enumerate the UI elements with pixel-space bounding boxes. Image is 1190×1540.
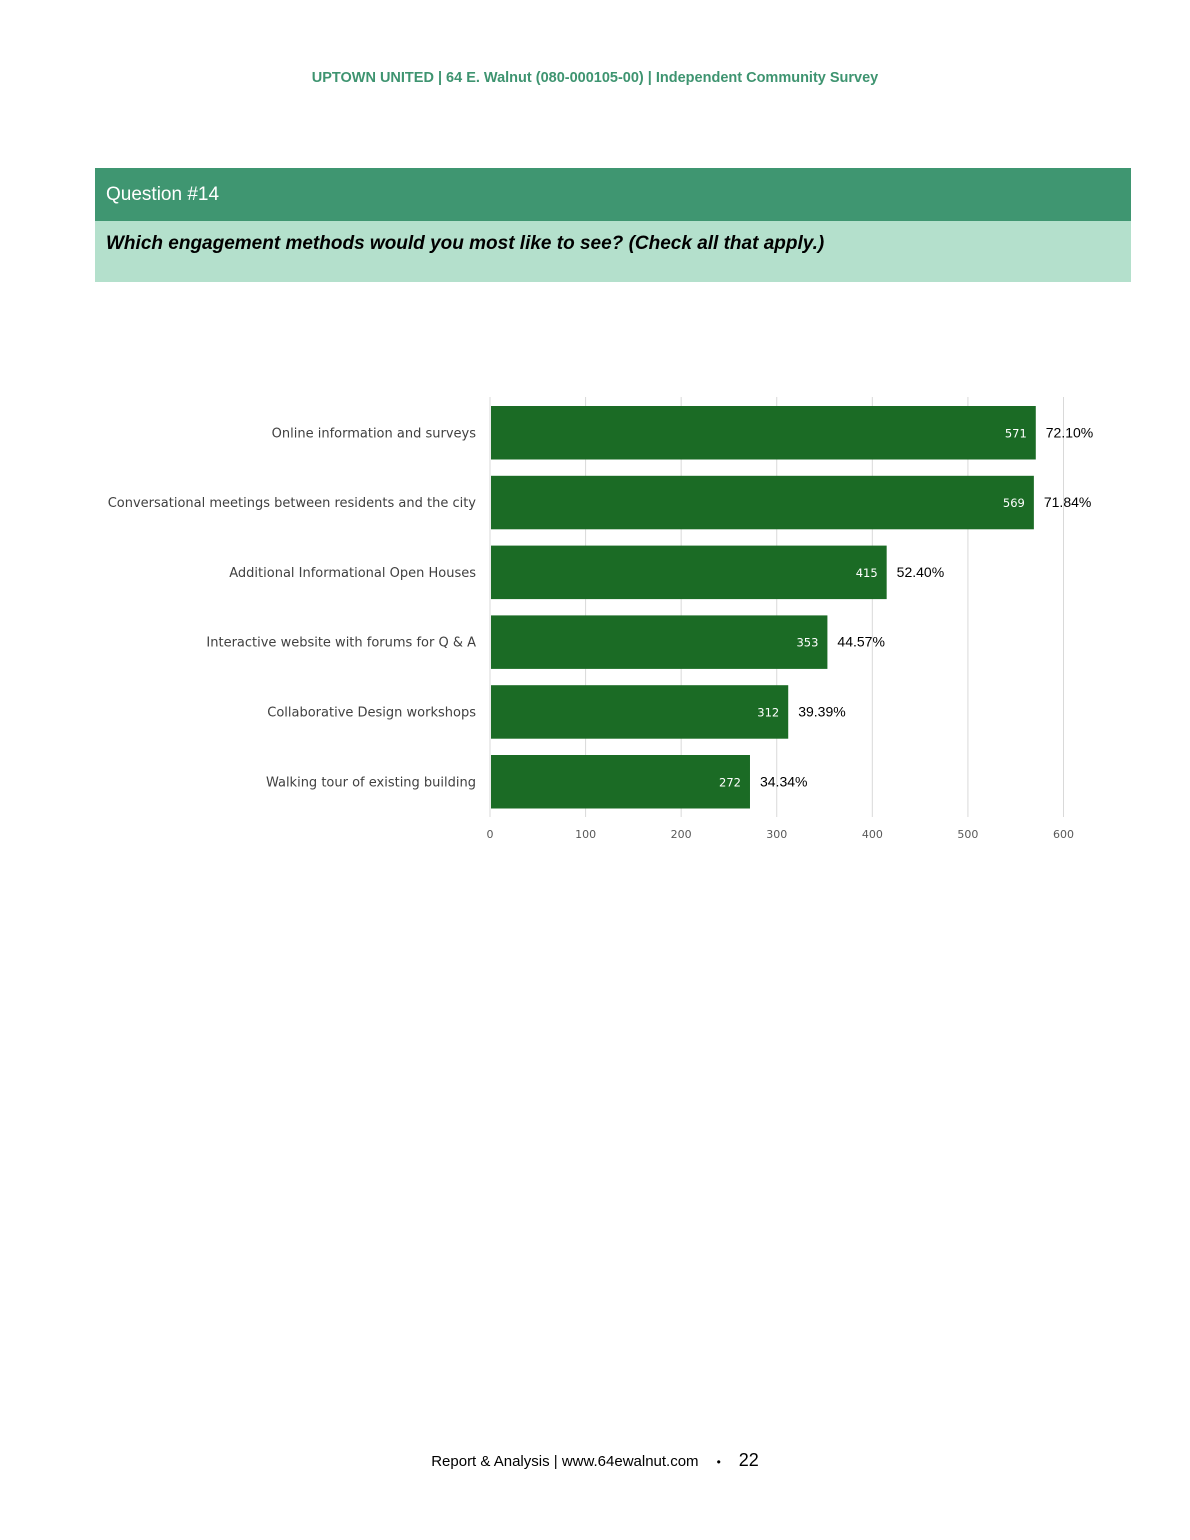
category-label: Conversational meetings between resident… bbox=[108, 496, 477, 511]
bar-3 bbox=[491, 615, 828, 669]
bar-value-label: 569 bbox=[1003, 496, 1025, 510]
x-tick-label-100: 100 bbox=[575, 828, 596, 841]
category-label: Collaborative Design workshops bbox=[267, 705, 476, 720]
bar-percent-label: 34.34% bbox=[760, 773, 807, 789]
page-number: 22 bbox=[738, 1450, 759, 1470]
bar-value-label: 571 bbox=[1005, 426, 1027, 440]
question-number-bar: Question #14 bbox=[95, 168, 1131, 221]
question-text: Which engagement methods would you most … bbox=[95, 221, 1131, 282]
bar-0 bbox=[491, 406, 1036, 460]
grid-lines bbox=[489, 397, 1064, 817]
bar-percent-label: 72.10% bbox=[1046, 424, 1093, 440]
page-footer: Report & Analysis | www.64ewalnut.com • 22 bbox=[0, 1450, 1190, 1471]
category-label: Interactive website with forums for Q & … bbox=[206, 636, 476, 651]
bar-value-label: 312 bbox=[757, 705, 779, 719]
bar-1 bbox=[491, 475, 1034, 530]
labels: 0 100 200 300 400 500 600 Online information an… bbox=[108, 424, 1094, 841]
bar-value-label: 272 bbox=[719, 775, 741, 789]
bar-percent-label: 44.57% bbox=[837, 634, 884, 650]
footer-text: Report & Analysis | www.64ewalnut.com bbox=[431, 1453, 699, 1470]
bar-5 bbox=[491, 755, 750, 809]
x-tick-label-400: 400 bbox=[862, 828, 883, 841]
bar-percent-label: 71.84% bbox=[1044, 494, 1091, 510]
footer-bullet: • bbox=[716, 1455, 721, 1469]
bar-value-label: 353 bbox=[796, 636, 818, 650]
bar-chart: 0 100 200 300 400 500 600 Online information an… bbox=[108, 397, 1094, 841]
x-tick-label-200: 200 bbox=[671, 828, 692, 841]
x-tick-label-500: 500 bbox=[957, 828, 978, 841]
bar-2 bbox=[491, 545, 887, 600]
category-label: Online information and surveys bbox=[272, 426, 477, 441]
bars bbox=[491, 406, 1036, 809]
bar-4 bbox=[491, 685, 789, 739]
category-label: Additional Informational Open Houses bbox=[229, 566, 476, 581]
x-tick-label-600: 600 bbox=[1053, 828, 1074, 841]
bar-value-label: 415 bbox=[856, 566, 878, 580]
x-tick-label-300: 300 bbox=[766, 828, 787, 841]
bar-percent-label: 39.39% bbox=[798, 703, 845, 719]
bar-percent-label: 52.40% bbox=[897, 564, 944, 580]
x-tick-label-0: 0 bbox=[487, 828, 494, 841]
category-label: Walking tour of existing building bbox=[266, 775, 476, 790]
report-header: UPTOWN UNITED | 64 E. Walnut (080-000105… bbox=[311, 70, 879, 86]
